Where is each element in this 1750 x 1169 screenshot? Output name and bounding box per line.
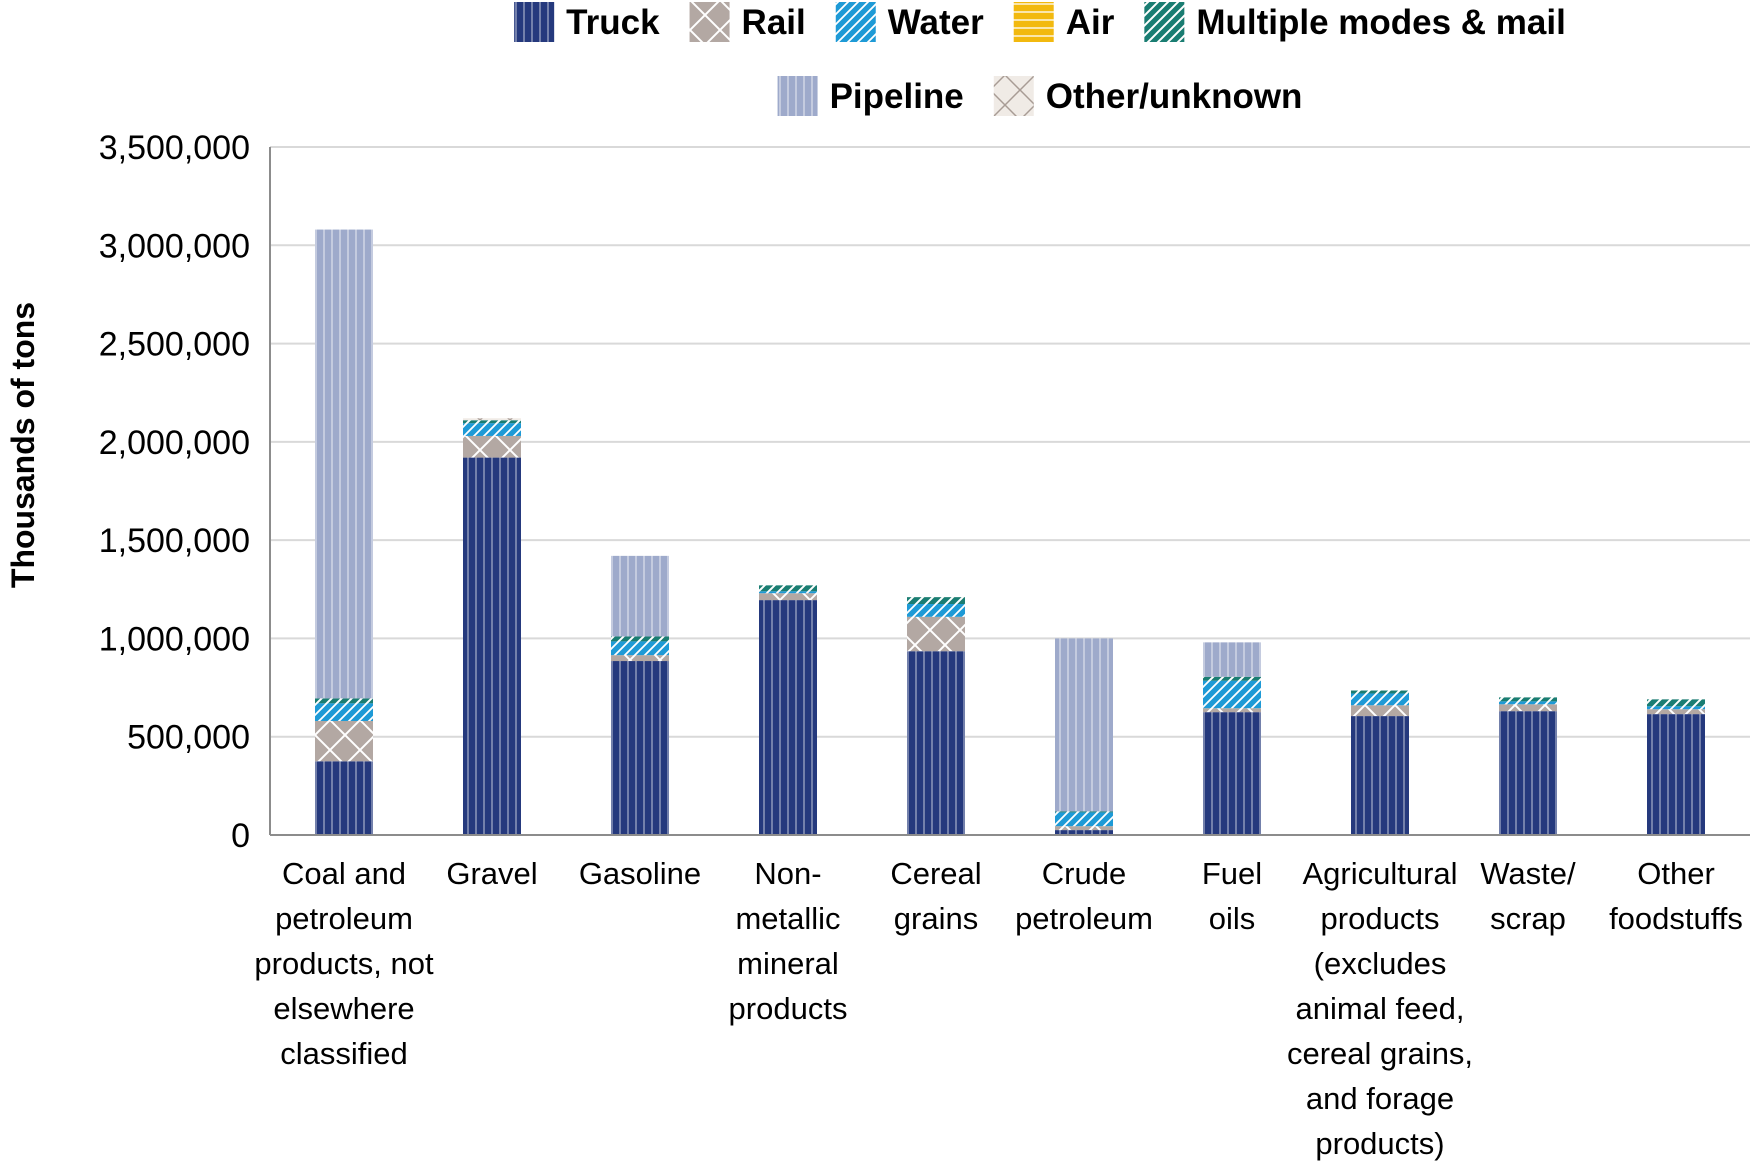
y-tick-labels: 0 500,000 1,000,000 1,500,000 2,000,000 2,500… bbox=[99, 129, 250, 855]
x-category-label: Fuel oils bbox=[1202, 856, 1262, 936]
legend: Truck Rail Water Air Multiple modes & mail Pi… bbox=[514, 2, 1566, 116]
bar-segment-multiple-modes-mail bbox=[1647, 699, 1705, 707]
bar-segment-other-unknown bbox=[463, 418, 521, 421]
bar-segment-pipeline bbox=[315, 229, 373, 699]
x-category-label: Non-metallic mineral products bbox=[729, 856, 848, 1026]
legend-swatch-water bbox=[835, 2, 876, 42]
bar-segment-truck bbox=[1055, 830, 1113, 835]
y-tick-label: 3,500,000 bbox=[99, 129, 250, 167]
bar-segment-truck bbox=[1647, 714, 1705, 835]
bar-segment-water bbox=[1647, 706, 1705, 710]
bar-segment-truck bbox=[1351, 716, 1409, 835]
bar-segment-multiple-modes-mail bbox=[1203, 676, 1261, 681]
bar-segment-rail bbox=[611, 655, 669, 662]
legend-label-other-unknown: Other/unknown bbox=[1046, 77, 1303, 116]
bar-segment-rail bbox=[907, 616, 965, 652]
bar-segment-rail bbox=[1203, 708, 1261, 713]
bars bbox=[315, 229, 1705, 835]
y-tick-label: 3,000,000 bbox=[99, 227, 250, 265]
x-category-label: Other foodstuffs bbox=[1609, 856, 1743, 936]
y-tick-label: 2,500,000 bbox=[99, 326, 250, 364]
bar-segment-water bbox=[1203, 680, 1261, 709]
bar-segment-multiple-modes-mail bbox=[907, 597, 965, 605]
bar-segment-water bbox=[463, 423, 521, 436]
bar-segment-multiple-modes-mail bbox=[1055, 811, 1113, 813]
x-category-label: Gravel bbox=[446, 856, 537, 891]
bar-segment-truck bbox=[759, 600, 817, 835]
legend-label-rail: Rail bbox=[742, 3, 806, 42]
bar-segment-truck bbox=[1499, 711, 1557, 835]
legend-swatch-air bbox=[1013, 2, 1054, 42]
bar-segment-truck bbox=[315, 761, 373, 835]
y-tick-label: 500,000 bbox=[127, 719, 250, 757]
y-tick-label: 0 bbox=[231, 817, 250, 855]
y-tick-label: 1,500,000 bbox=[99, 522, 250, 560]
bar-segment-multiple-modes-mail bbox=[1351, 690, 1409, 694]
legend-swatch-multiple-modes-mail bbox=[1144, 2, 1185, 42]
bar-segment-rail bbox=[315, 720, 373, 762]
bar-segment-multiple-modes-mail bbox=[759, 585, 817, 592]
legend-swatch-truck bbox=[514, 2, 555, 42]
bar-segment-rail bbox=[1351, 705, 1409, 717]
y-tick-label: 2,000,000 bbox=[99, 424, 250, 462]
x-category-label: Waste/scrap bbox=[1480, 856, 1576, 936]
bar-segment-rail bbox=[1499, 704, 1557, 712]
bar-segment-multiple-modes-mail bbox=[315, 698, 373, 704]
legend-swatch-pipeline bbox=[777, 76, 818, 116]
x-category-labels: Coal and petroleum products, not elsewhere c… bbox=[254, 856, 1743, 1161]
bar-segment-rail bbox=[1055, 826, 1113, 831]
bar-segment-water bbox=[315, 703, 373, 721]
y-axis-title: Thousands of tons bbox=[5, 302, 41, 588]
bar-segment-rail bbox=[1647, 709, 1705, 715]
bar-segment-truck bbox=[1203, 712, 1261, 835]
legend-label-air: Air bbox=[1066, 3, 1115, 42]
bar-segment-truck bbox=[907, 651, 965, 835]
y-tick-label: 1,000,000 bbox=[99, 620, 250, 658]
legend-label-multiple-modes-mail: Multiple modes & mail bbox=[1196, 3, 1566, 42]
bar-segment-pipeline bbox=[1203, 642, 1261, 677]
bar-segment-water bbox=[1499, 701, 1557, 705]
bar-segment-multiple-modes-mail bbox=[611, 636, 669, 642]
x-category-label: Cereal grains bbox=[890, 856, 981, 936]
bar-segment-multiple-modes-mail bbox=[463, 420, 521, 424]
bar-segment-truck bbox=[463, 457, 521, 835]
bar-segment-pipeline bbox=[611, 555, 669, 637]
bar-segment-multiple-modes-mail bbox=[1499, 697, 1557, 702]
bar-segment-water bbox=[611, 641, 669, 656]
bar-segment-pipeline bbox=[1055, 638, 1113, 812]
x-category-label: Crude petroleum bbox=[1015, 856, 1153, 936]
bar-segment-water bbox=[1351, 693, 1409, 706]
bar-segment-water bbox=[1055, 812, 1113, 827]
x-category-label: Agricultural products (excludes animal feed… bbox=[1287, 856, 1473, 1161]
x-category-label: Coal and petroleum products, not elsewhere c… bbox=[254, 856, 434, 1071]
legend-swatch-other-unknown bbox=[993, 76, 1034, 116]
legend-label-water: Water bbox=[888, 3, 984, 42]
bar-segment-rail bbox=[759, 593, 817, 601]
bar-segment-water bbox=[907, 604, 965, 617]
legend-swatch-rail bbox=[689, 2, 730, 42]
legend-label-truck: Truck bbox=[566, 3, 660, 42]
x-category-label: Gasoline bbox=[579, 856, 701, 891]
bar-segment-water bbox=[759, 591, 817, 594]
bar-segment-truck bbox=[611, 661, 669, 835]
legend-label-pipeline: Pipeline bbox=[830, 77, 964, 116]
bar-segment-rail bbox=[463, 435, 521, 458]
